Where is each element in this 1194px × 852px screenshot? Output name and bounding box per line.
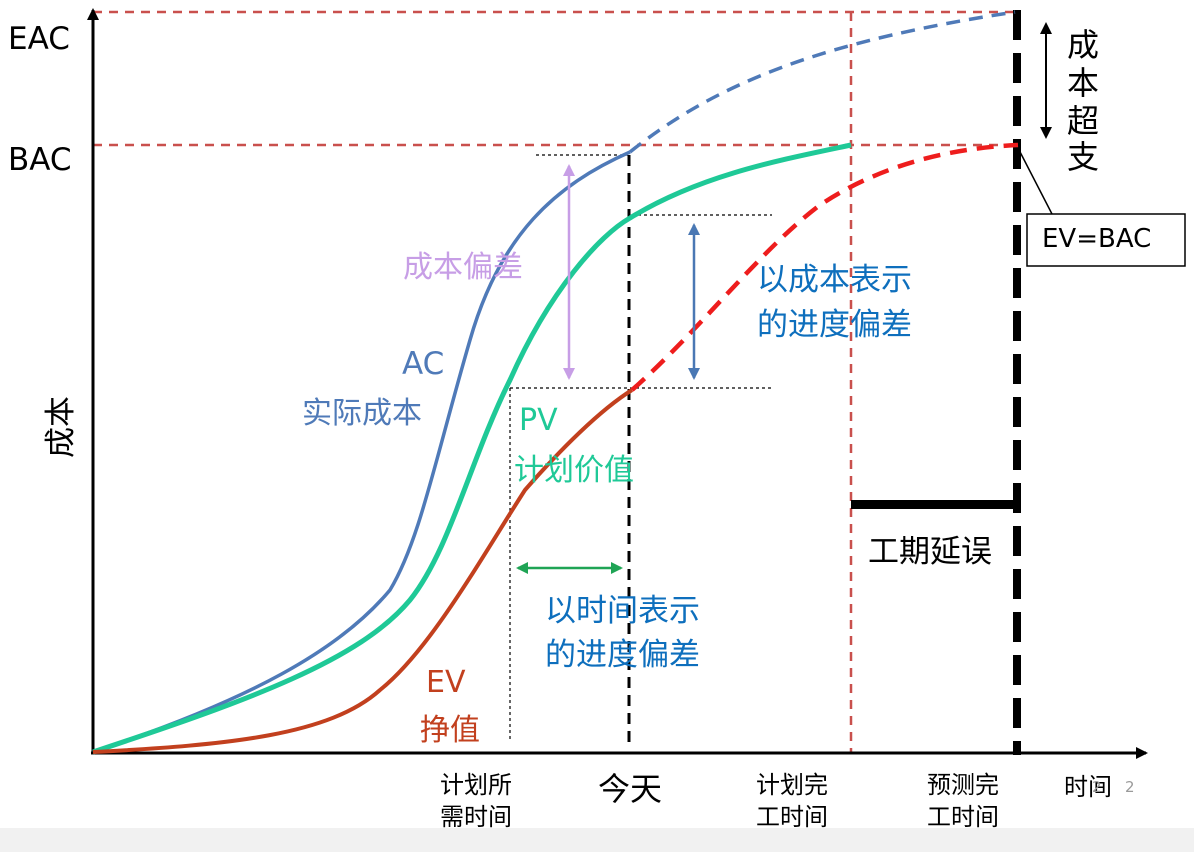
schedule-variance-time-line2: 的进度偏差: [545, 637, 700, 673]
ev-sublabel: 挣值: [420, 713, 480, 748]
page-number-1: 2: [1092, 778, 1102, 796]
ev-bac-callout-box: [1026, 213, 1186, 267]
x-marker-planned-finish-line2: 工时间: [756, 803, 828, 831]
x-marker-pv-time-line2: 需时间: [440, 803, 512, 831]
schedule-variance-cost-line1: 以成本表示: [757, 262, 912, 298]
x-marker-forecast-finish-line2: 工时间: [927, 803, 999, 831]
x-marker-today: 今天: [598, 770, 662, 808]
ac-sublabel: 实际成本: [302, 396, 422, 431]
page-number-2: 2: [1125, 778, 1135, 796]
cost-overrun-char-2: 本: [1067, 64, 1099, 102]
delay-label: 工期延误: [868, 534, 992, 570]
schedule-variance-cost-line2: 的进度偏差: [757, 307, 912, 343]
ac-forecast-curve: [628, 10, 1016, 154]
x-marker-planned-finish-line1: 计划完: [756, 771, 828, 799]
cost-overrun-char-4: 支: [1067, 138, 1099, 176]
bac-label: BAC: [8, 142, 72, 178]
schedule-variance-time-line1: 以时间表示: [545, 593, 700, 629]
footer-band: [0, 828, 1194, 852]
ac-curve: [92, 150, 631, 754]
eac-label: EAC: [8, 21, 70, 57]
ev-bac-callout-pointer: [1017, 147, 1053, 215]
ac-label: AC: [402, 346, 444, 382]
x-axis-title: 时间: [1064, 773, 1112, 801]
pv-sublabel: 计划价值: [514, 453, 634, 488]
cost-overrun-char-3: 超: [1067, 102, 1099, 140]
y-axis-title: 成本: [43, 396, 79, 458]
ev-label: EV: [426, 665, 466, 700]
cost-overrun-char-1: 成: [1067, 26, 1099, 64]
ev-curve: [92, 388, 634, 754]
ev-bac-callout-label: EV=BAC: [1042, 224, 1151, 254]
pv-curve: [92, 142, 852, 755]
delay-bar: [851, 500, 1019, 509]
pv-label: PV: [519, 403, 558, 438]
cost-variance-label: 成本偏差: [403, 250, 523, 285]
x-marker-forecast-finish-line1: 预测完: [927, 771, 999, 799]
x-marker-pv-time-line1: 计划所: [440, 771, 512, 799]
